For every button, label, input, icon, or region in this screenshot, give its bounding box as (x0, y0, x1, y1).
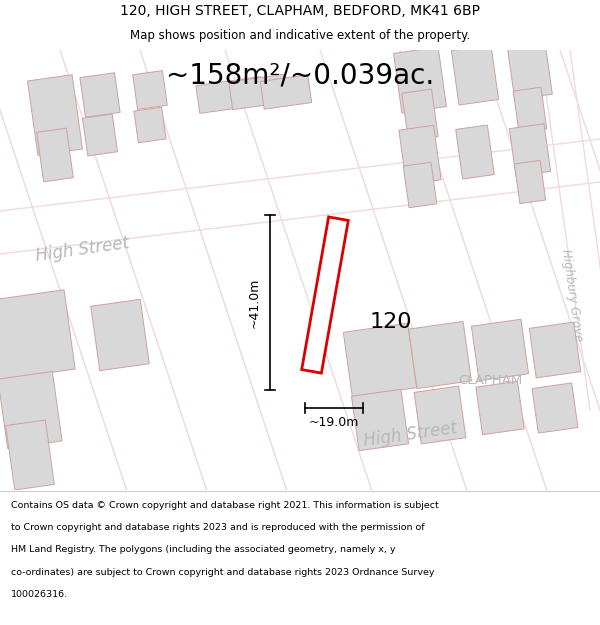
Polygon shape (399, 126, 441, 184)
Polygon shape (409, 321, 472, 389)
Text: co-ordinates) are subject to Crown copyright and database rights 2023 Ordnance S: co-ordinates) are subject to Crown copyr… (11, 568, 434, 577)
Polygon shape (133, 71, 167, 109)
Polygon shape (394, 47, 446, 113)
Text: ~19.0m: ~19.0m (309, 416, 359, 429)
Polygon shape (229, 74, 287, 110)
Text: 120, HIGH STREET, CLAPHAM, BEDFORD, MK41 6BP: 120, HIGH STREET, CLAPHAM, BEDFORD, MK41… (120, 4, 480, 18)
Text: Map shows position and indicative extent of the property.: Map shows position and indicative extent… (130, 29, 470, 42)
Text: Contains OS data © Crown copyright and database right 2021. This information is : Contains OS data © Crown copyright and d… (11, 501, 439, 510)
Text: CLAPHAM: CLAPHAM (458, 374, 522, 386)
Polygon shape (83, 114, 118, 156)
Polygon shape (91, 299, 149, 371)
Text: 100026316.: 100026316. (11, 590, 68, 599)
Polygon shape (513, 88, 547, 132)
Text: ~41.0m: ~41.0m (248, 278, 260, 328)
Polygon shape (532, 383, 578, 433)
Text: High Street: High Street (362, 419, 458, 451)
Polygon shape (402, 89, 438, 141)
Polygon shape (80, 72, 120, 118)
Polygon shape (508, 44, 552, 99)
Text: to Crown copyright and database rights 2023 and is reproduced with the permissio: to Crown copyright and database rights 2… (11, 523, 424, 532)
Polygon shape (455, 125, 494, 179)
Polygon shape (414, 386, 466, 444)
Text: High Street: High Street (34, 234, 130, 266)
Text: HM Land Registry. The polygons (including the associated geometry, namely x, y: HM Land Registry. The polygons (includin… (11, 546, 395, 554)
Polygon shape (260, 75, 312, 109)
Polygon shape (0, 371, 62, 449)
Text: ~158m²/~0.039ac.: ~158m²/~0.039ac. (166, 61, 434, 89)
Polygon shape (529, 322, 581, 378)
Text: Highbury Grove: Highbury Grove (559, 248, 585, 342)
Polygon shape (509, 124, 551, 176)
Polygon shape (352, 389, 409, 451)
Polygon shape (451, 45, 499, 105)
Polygon shape (196, 77, 264, 113)
Polygon shape (0, 290, 75, 380)
Polygon shape (28, 75, 83, 155)
Polygon shape (37, 128, 73, 182)
Text: 120: 120 (370, 312, 413, 332)
Polygon shape (472, 319, 529, 381)
Polygon shape (302, 217, 349, 373)
Polygon shape (403, 162, 437, 208)
Polygon shape (476, 381, 524, 435)
Polygon shape (514, 161, 545, 204)
Polygon shape (343, 323, 417, 397)
Polygon shape (5, 420, 55, 490)
Polygon shape (134, 107, 166, 142)
